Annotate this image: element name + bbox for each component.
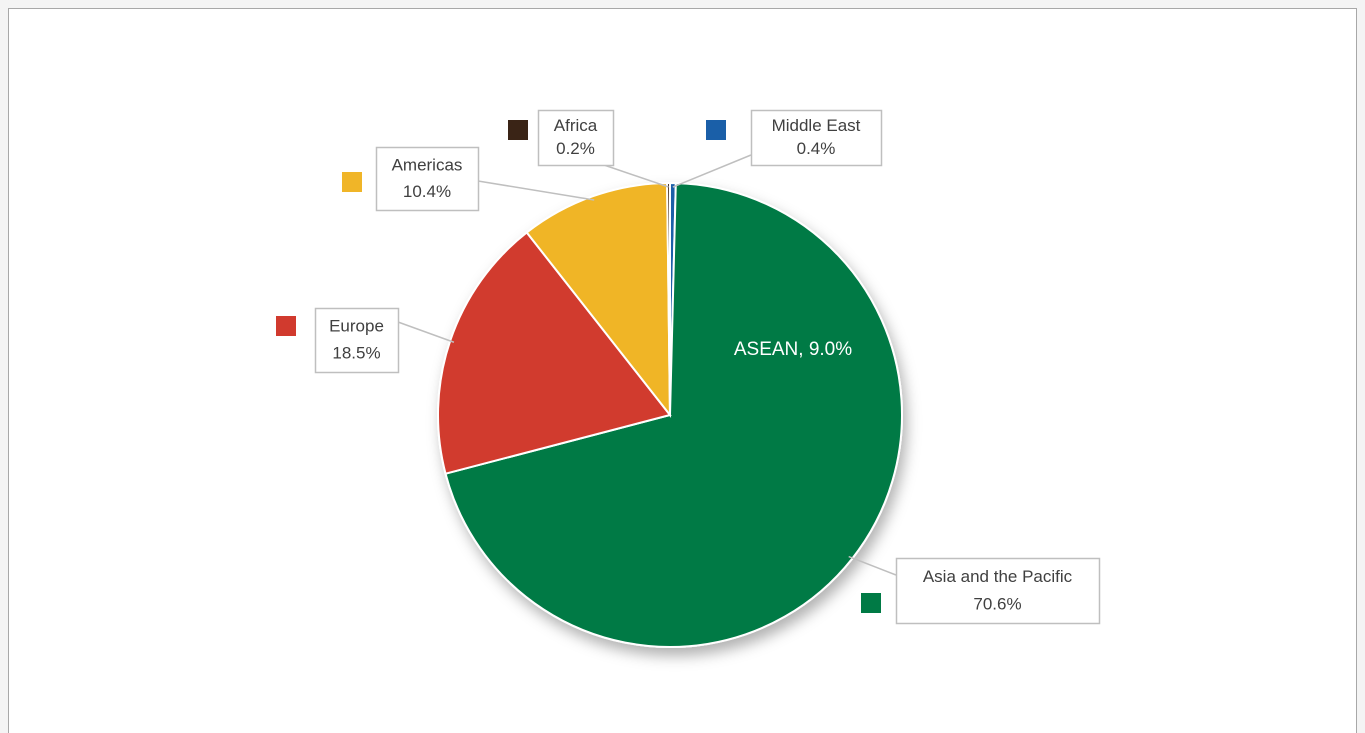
label-box: [750, 109, 883, 167]
leader-line: [477, 180, 595, 201]
leader-line: [603, 164, 669, 188]
legend-marker: [342, 172, 362, 192]
label-box: [895, 557, 1101, 625]
leader-line: [672, 154, 752, 188]
pie-slice: [666, 181, 671, 416]
label-box: [314, 307, 400, 374]
legend-marker: [508, 120, 528, 140]
slice-value-label: 0.4%: [797, 139, 836, 158]
legend-marker: [276, 316, 296, 336]
leader-line: [397, 321, 455, 343]
slice-label: Middle East: [772, 116, 861, 135]
legend-marker: [706, 120, 726, 140]
slice-value-label: 70.6%: [973, 594, 1021, 613]
slice-label: Europe: [329, 317, 384, 336]
label-box: [375, 146, 480, 212]
slice-value-label: 18.5%: [332, 344, 380, 363]
pie-slice: [444, 182, 903, 648]
leader-line: [848, 555, 897, 576]
slice-label: Americas: [392, 155, 463, 174]
pie: [437, 181, 903, 648]
label-box: [537, 109, 615, 167]
slice-label: Asia and the Pacific: [923, 567, 1073, 586]
legend-marker: [861, 593, 881, 613]
slice-value-label: 10.4%: [403, 182, 451, 201]
annotation: ASEAN, 9.0%: [734, 339, 852, 360]
slice-label: Africa: [554, 116, 598, 135]
slice-value-label: 0.2%: [556, 139, 595, 158]
